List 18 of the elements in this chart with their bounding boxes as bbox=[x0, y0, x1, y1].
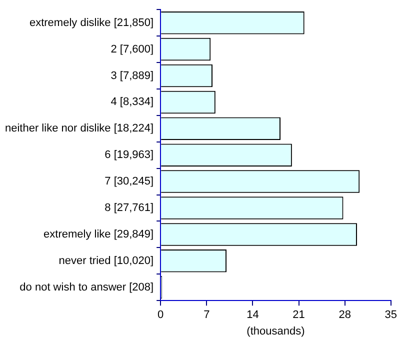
y-tick-label: 2 [7,600] bbox=[110, 43, 154, 56]
y-tick-label: 8 [27,761] bbox=[104, 202, 154, 214]
y-tick-label: never tried [10,020] bbox=[58, 254, 154, 267]
y-tick-label: do not wish to answer [208] bbox=[20, 281, 154, 294]
x-tick-label: 14 bbox=[246, 309, 259, 322]
y-tick-label: 4 [8,334] bbox=[110, 96, 154, 108]
x-tick-label: 35 bbox=[384, 309, 398, 322]
y-tick-label: neither like nor dislike [18,224] bbox=[4, 122, 154, 135]
y-tick-label: 7 [30,245] bbox=[104, 176, 154, 188]
x-tick-label: 0 bbox=[158, 309, 164, 322]
y-tick-label: 6 [19,963] bbox=[104, 149, 154, 162]
x-tick-label: 28 bbox=[338, 309, 351, 322]
x-tick-label: 21 bbox=[292, 309, 305, 322]
y-tick-label: extremely dislike [21,850] bbox=[29, 16, 154, 29]
y-tick-label: 3 [7,889] bbox=[110, 70, 154, 82]
y-tick-label: extremely like [29,849] bbox=[44, 228, 154, 240]
x-tick-label: 7 bbox=[204, 309, 210, 322]
x-axis-title: (thousands) bbox=[246, 325, 305, 338]
